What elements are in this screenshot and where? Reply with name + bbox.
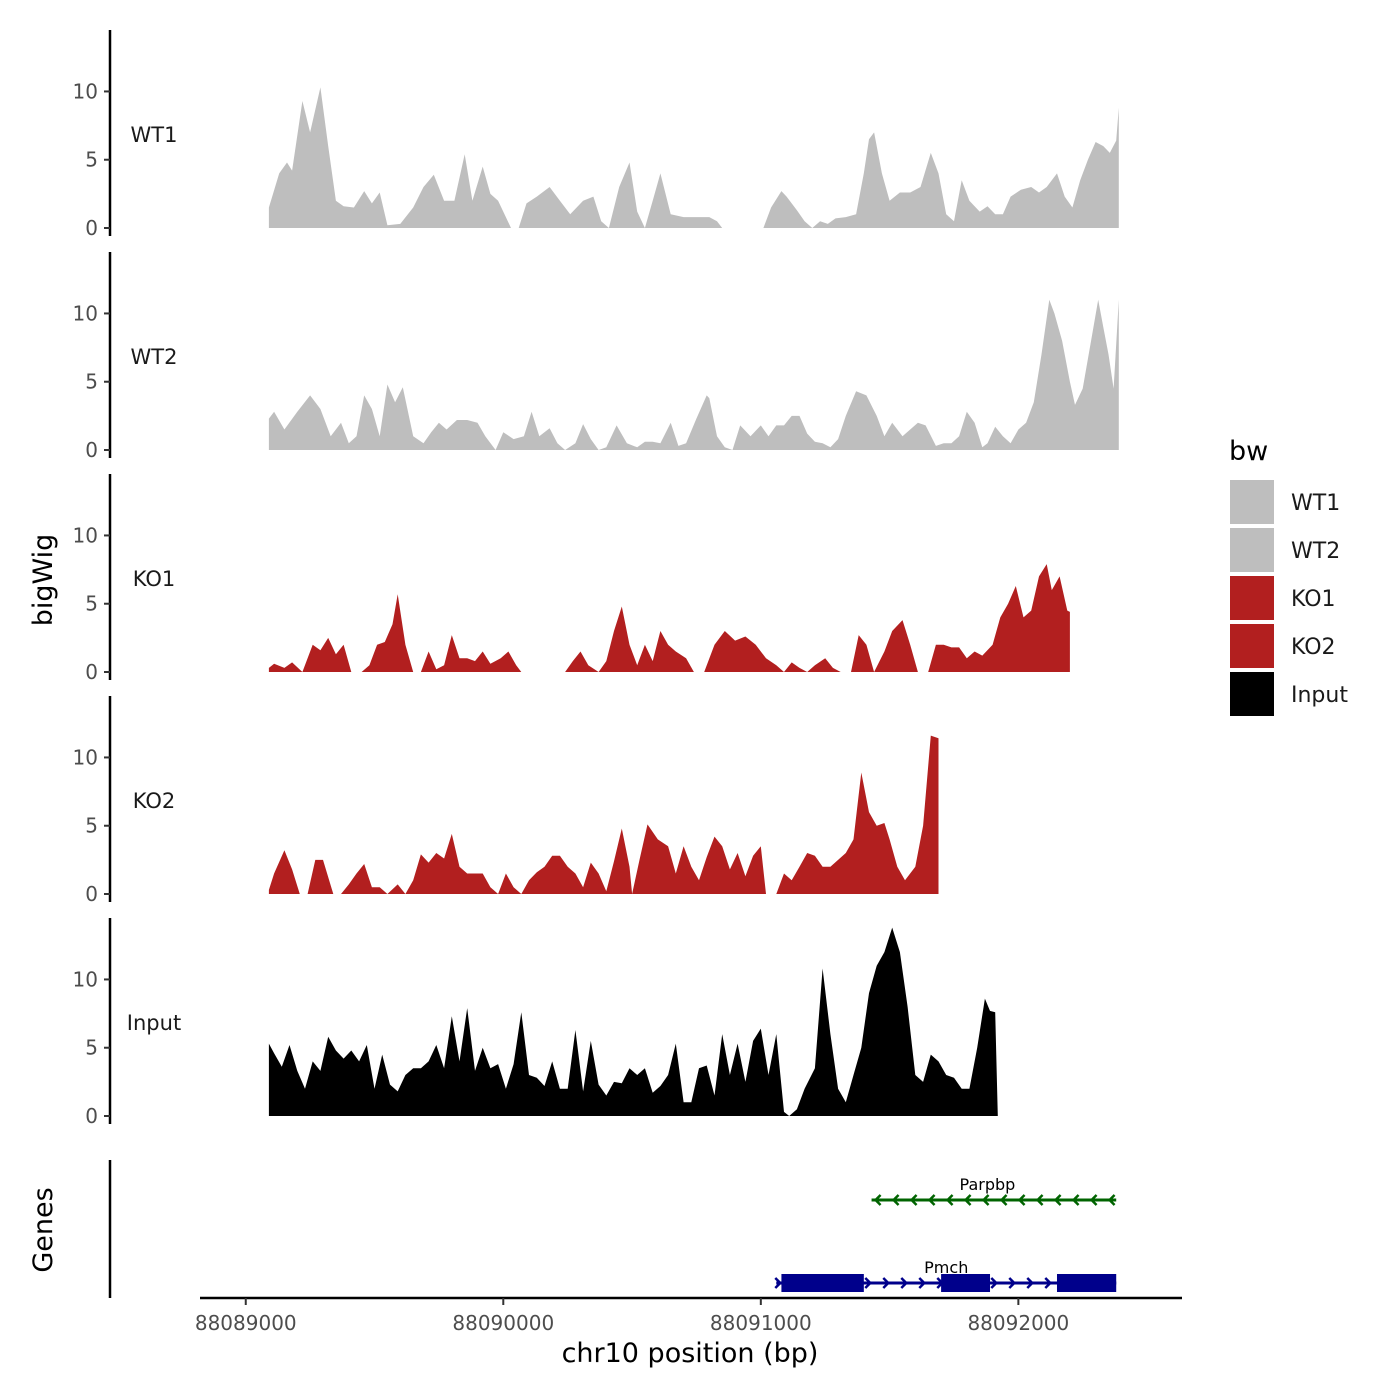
strand-arrow xyxy=(963,1194,972,1206)
y-tick-label: 5 xyxy=(85,814,98,838)
y-tick-label: 0 xyxy=(85,882,98,906)
area-ko2 xyxy=(268,735,939,894)
strand-arrow xyxy=(1053,1194,1062,1206)
genes-axis-title: Genes xyxy=(28,1187,59,1272)
area-wt2 xyxy=(268,299,1119,450)
y-tick-label: 10 xyxy=(73,745,98,769)
strand-arrow xyxy=(1089,1194,1098,1206)
exon xyxy=(1056,1274,1117,1292)
track-ko2: 0 5 10 KO2 xyxy=(73,696,939,906)
y-tick-label: 5 xyxy=(85,592,98,616)
exon xyxy=(941,1274,991,1292)
legend-label: KO1 xyxy=(1291,587,1336,612)
strand-arrow xyxy=(999,1194,1008,1206)
x-tick-label: 88092000 xyxy=(967,1311,1069,1335)
y-tick-label: 5 xyxy=(85,1036,98,1060)
strand-arrow xyxy=(1071,1194,1080,1206)
y-tick-label: 0 xyxy=(85,1104,98,1128)
y-tick-label: 0 xyxy=(85,438,98,462)
track-label-ko1: KO1 xyxy=(133,567,176,591)
strand-arrow xyxy=(981,1194,990,1206)
legend-swatch xyxy=(1230,672,1274,716)
x-tick-label: 88090000 xyxy=(452,1311,554,1335)
track-ko1: 0 5 10 KO1 xyxy=(73,474,1070,684)
legend-swatch xyxy=(1230,480,1274,524)
strand-arrow xyxy=(882,1277,891,1289)
y-tick-label: 5 xyxy=(85,370,98,394)
legend-swatch xyxy=(1230,576,1274,620)
gene-track: Parpbp Pmch xyxy=(108,1160,1117,1298)
gene-pmch: Pmch xyxy=(774,1258,1117,1292)
strand-arrow xyxy=(900,1277,909,1289)
x-axis: 88089000 88090000 88091000 88092000 xyxy=(195,1296,1182,1335)
legend-swatch xyxy=(1230,624,1274,668)
track-wt1: 0 5 10 WT1 xyxy=(73,30,1119,240)
legend-swatch xyxy=(1230,528,1274,572)
strand-arrow xyxy=(945,1194,954,1206)
y-tick-label: 10 xyxy=(73,967,98,991)
strand-arrow xyxy=(774,1277,783,1289)
gene-label: Parpbp xyxy=(960,1175,1016,1194)
strand-arrow xyxy=(1035,1194,1044,1206)
area-input xyxy=(268,927,998,1116)
legend: bw WT1 WT2 KO1 KO2 Input xyxy=(1229,436,1348,716)
y-tick-label: 0 xyxy=(85,660,98,684)
legend-item-ko1: KO1 xyxy=(1230,576,1336,620)
strand-arrow xyxy=(891,1194,900,1206)
y-tick-label: 5 xyxy=(85,148,98,172)
area-wt1 xyxy=(268,87,1119,229)
track-label-input: Input xyxy=(127,1011,181,1035)
y-tick-label: 10 xyxy=(73,79,98,103)
legend-label: Input xyxy=(1291,683,1348,708)
strand-arrow xyxy=(927,1194,936,1206)
y-axis-title: bigWig xyxy=(28,534,59,627)
strand-arrow xyxy=(1008,1277,1017,1289)
legend-label: WT2 xyxy=(1291,539,1340,564)
area-ko1 xyxy=(268,564,1070,672)
legend-label: KO2 xyxy=(1291,635,1336,660)
track-label-wt2: WT2 xyxy=(131,345,178,369)
x-tick-label: 88091000 xyxy=(710,1311,812,1335)
strand-arrow xyxy=(918,1277,927,1289)
legend-item-wt1: WT1 xyxy=(1230,480,1340,524)
legend-label: WT1 xyxy=(1291,491,1340,516)
legend-item-ko2: KO2 xyxy=(1230,624,1336,668)
x-axis-title: chr10 position (bp) xyxy=(562,1338,819,1369)
strand-arrow xyxy=(1026,1277,1035,1289)
strand-arrow xyxy=(1044,1277,1053,1289)
strand-arrow xyxy=(1107,1194,1116,1206)
strand-arrow xyxy=(1017,1194,1026,1206)
legend-item-wt2: WT2 xyxy=(1230,528,1340,572)
track-input: 0 5 10 Input xyxy=(73,918,998,1128)
y-tick-label: 0 xyxy=(85,216,98,240)
gene-parpbp: Parpbp xyxy=(871,1175,1117,1206)
exon xyxy=(781,1274,864,1292)
y-tick-label: 10 xyxy=(73,301,98,325)
x-tick-label: 88089000 xyxy=(195,1311,297,1335)
strand-arrow xyxy=(909,1194,918,1206)
strand-arrow xyxy=(990,1277,999,1289)
gene-label: Pmch xyxy=(924,1258,968,1277)
legend-title: bw xyxy=(1229,436,1268,467)
track-label-wt1: WT1 xyxy=(131,123,178,147)
legend-item-input: Input xyxy=(1230,672,1348,716)
track-wt2: 0 5 10 WT2 xyxy=(73,252,1119,462)
strand-arrow xyxy=(864,1277,873,1289)
coverage-tracks: 0 5 10 WT1 0 5 10 WT2 0 5 10 KO1 0 5 10 KO2 0 5 10 Input xyxy=(73,30,1119,1128)
track-label-ko2: KO2 xyxy=(133,789,176,813)
y-tick-label: 10 xyxy=(73,523,98,547)
strand-arrow xyxy=(873,1194,882,1206)
